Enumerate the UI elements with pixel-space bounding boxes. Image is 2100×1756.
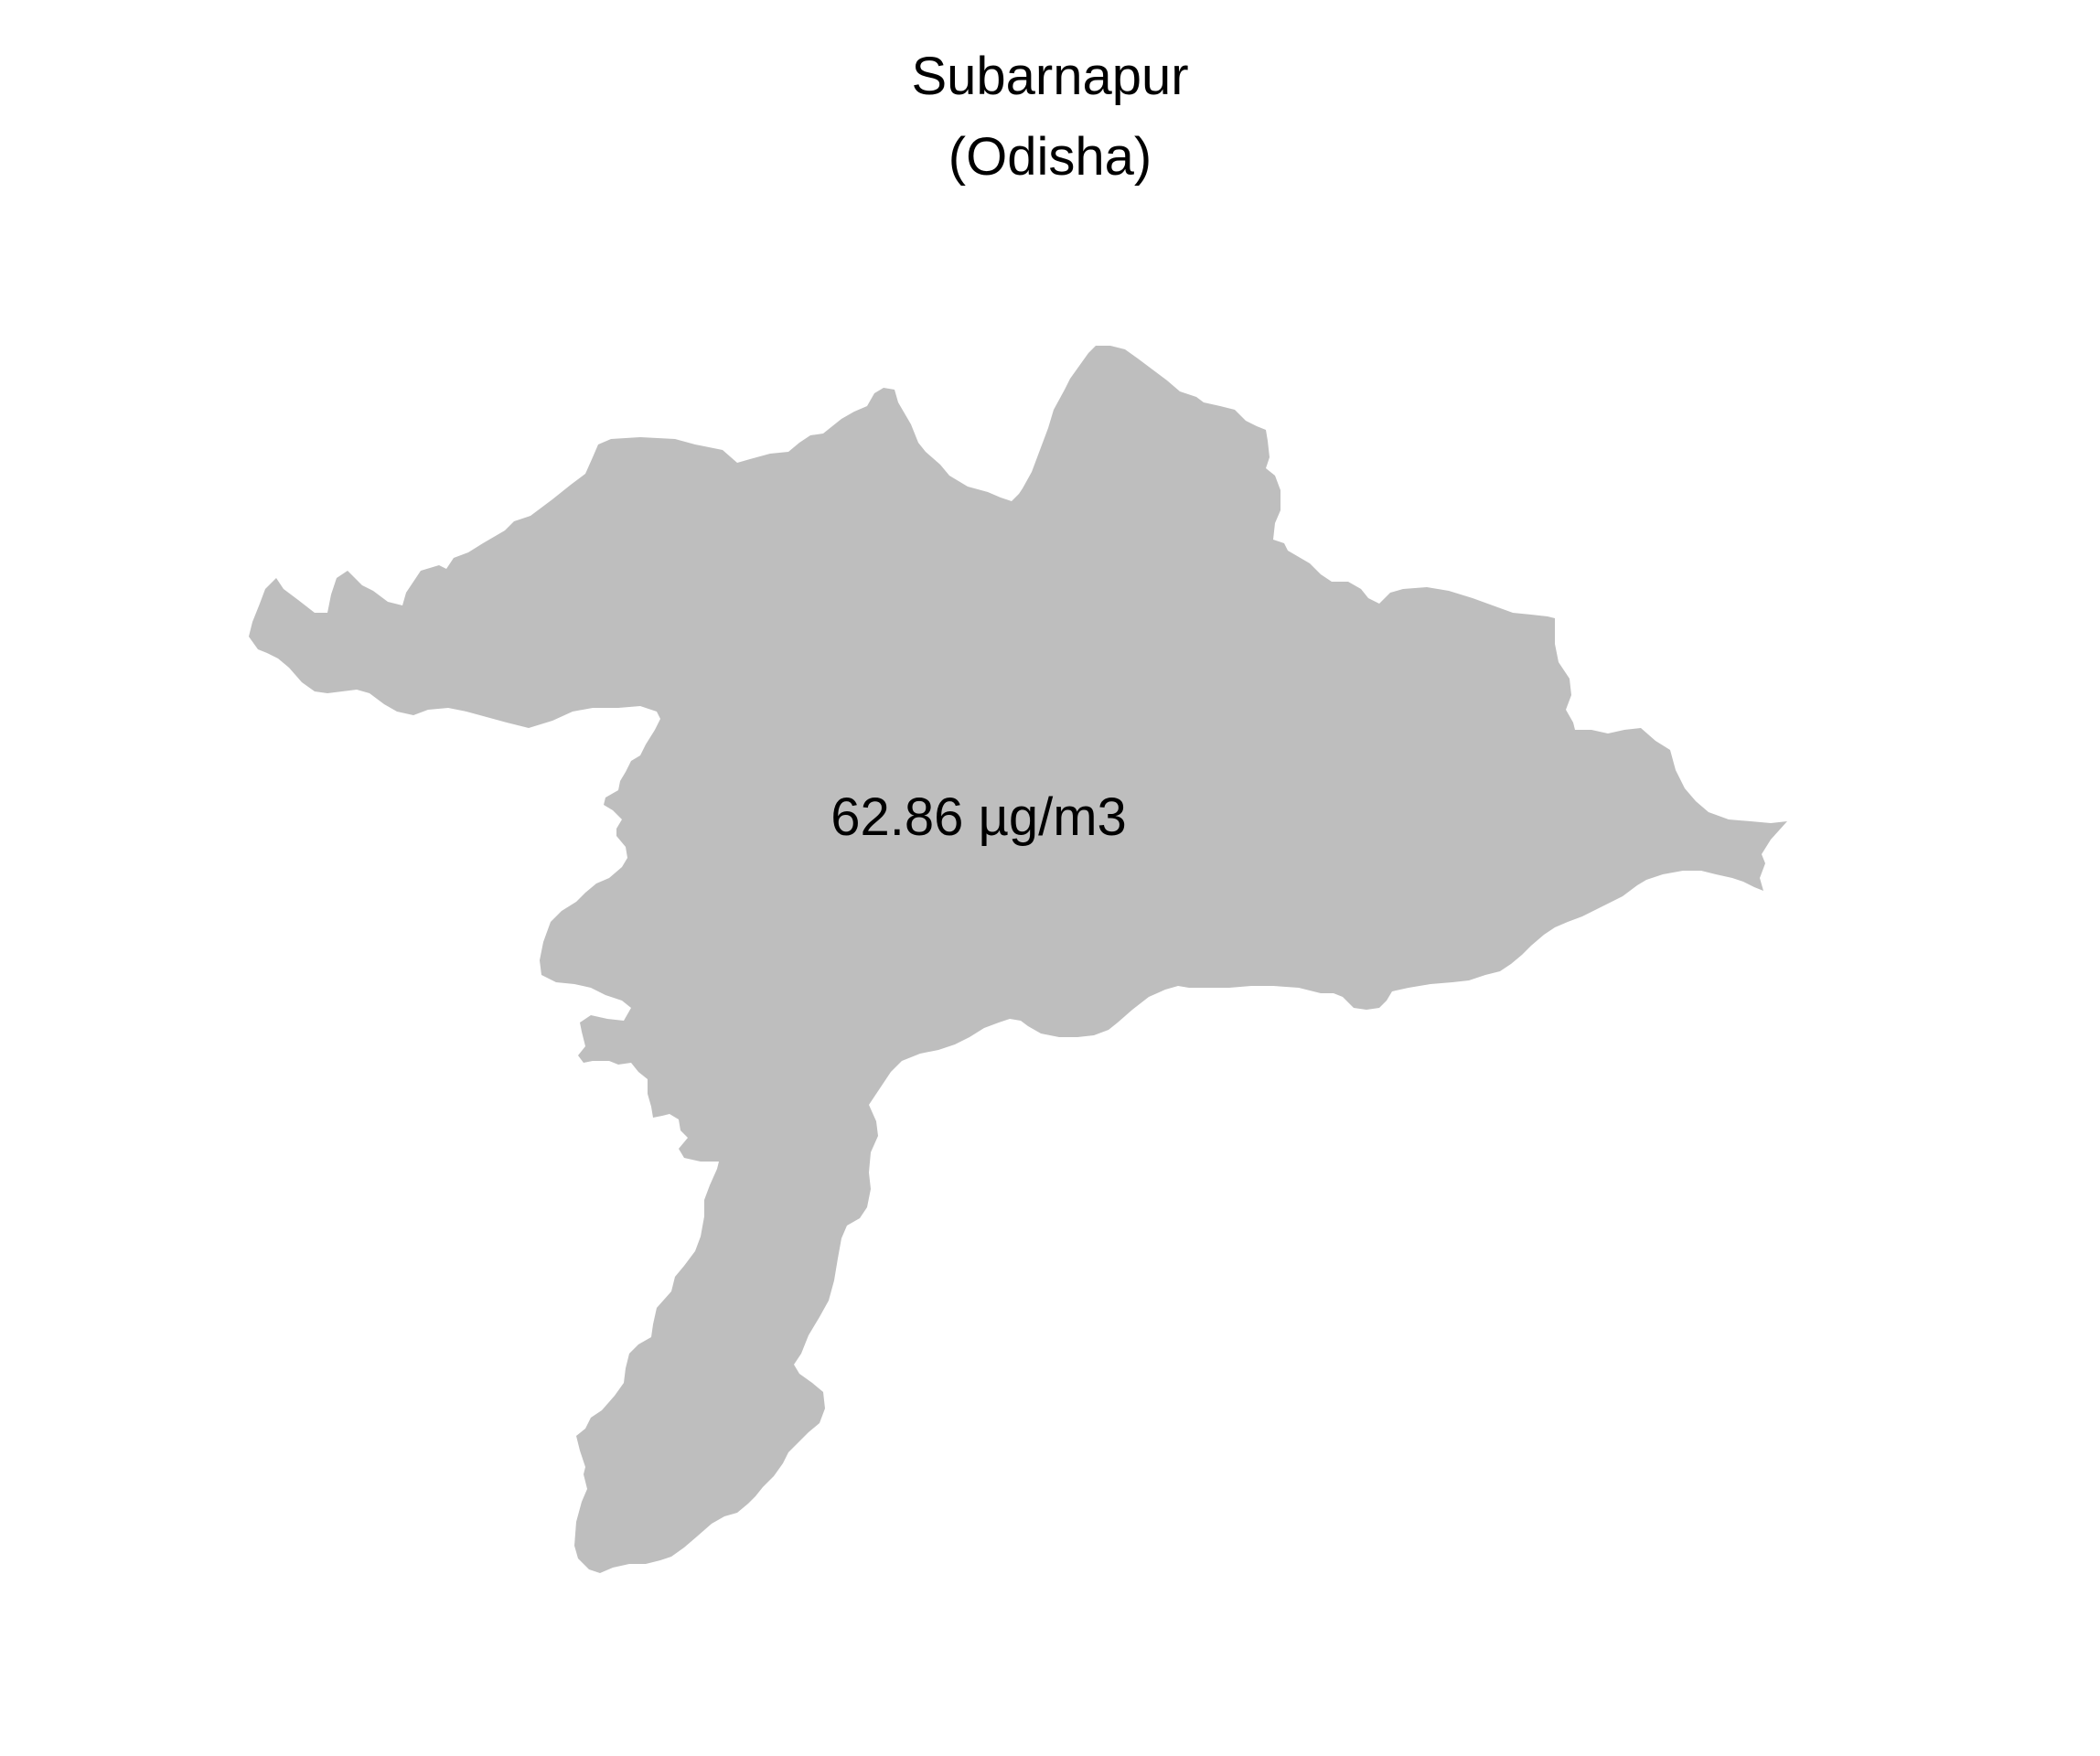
map-title: Subarnapur <box>911 47 1189 106</box>
district-region-subarnapur <box>249 346 1787 1573</box>
pollution-value-label: 62.86 µg/m3 <box>830 787 1127 847</box>
map-title-block: Subarnapur (Odisha) <box>0 37 2100 198</box>
map-subtitle: (Odisha) <box>948 127 1152 187</box>
